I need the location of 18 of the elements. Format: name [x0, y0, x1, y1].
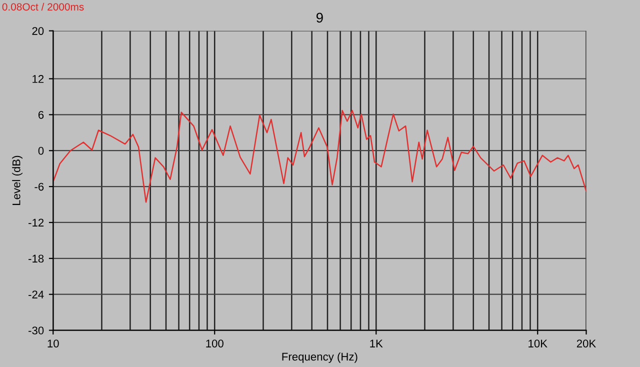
chart-title: 9 — [316, 12, 323, 23]
y-tick-label: 0 — [38, 146, 44, 155]
text: 0.08Oct / 2000ms — [2, 2, 84, 11]
y-tick-label: 20 — [32, 27, 44, 35]
y-tick-label: 6 — [38, 110, 44, 119]
y-tick-label: -6 — [34, 182, 44, 191]
y-tick-label: -24 — [28, 290, 44, 298]
y-tick-label: -30 — [28, 326, 44, 334]
x-tick-label: 10K — [528, 340, 548, 348]
x-tick-label: 1K — [370, 340, 383, 348]
y-tick-label: 12 — [32, 75, 44, 83]
y-tick-label: -18 — [28, 254, 44, 263]
x-tick-label: 100 — [206, 340, 224, 348]
x-tick-label: 20K — [576, 340, 596, 348]
y-axis-title: Level (dB) — [12, 156, 22, 205]
x-tick-label: 10 — [48, 340, 59, 348]
y-tick-label: -12 — [28, 218, 44, 227]
x-axis-title: Frequency (Hz) — [282, 352, 358, 363]
